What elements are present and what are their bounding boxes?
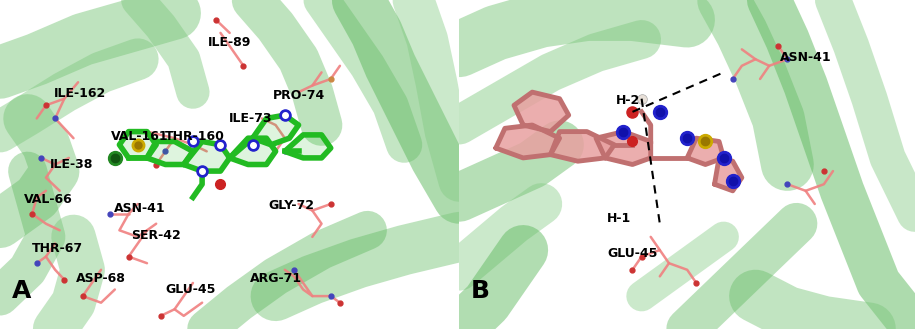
Text: A: A (12, 279, 31, 303)
Polygon shape (715, 158, 742, 191)
Text: SER-42: SER-42 (131, 229, 181, 242)
Text: PRO-74: PRO-74 (273, 89, 325, 102)
Text: ILE-73: ILE-73 (229, 112, 272, 125)
Text: THR-160: THR-160 (166, 130, 225, 143)
Text: ASN-41: ASN-41 (780, 51, 832, 64)
Polygon shape (514, 92, 569, 132)
Polygon shape (184, 141, 230, 171)
Polygon shape (147, 141, 193, 164)
Text: ASP-68: ASP-68 (76, 271, 126, 285)
Polygon shape (551, 132, 614, 161)
Text: ARG-71: ARG-71 (250, 271, 302, 285)
Text: H-2: H-2 (616, 94, 640, 107)
Polygon shape (687, 138, 724, 164)
Text: GLU-45: GLU-45 (608, 247, 658, 260)
Text: H-1: H-1 (607, 212, 631, 225)
Polygon shape (596, 132, 651, 164)
Text: VAL-66: VAL-66 (24, 192, 72, 206)
Text: GLU-45: GLU-45 (166, 283, 216, 296)
Text: ILE-162: ILE-162 (54, 87, 106, 100)
Text: ILE-38: ILE-38 (49, 158, 93, 171)
Polygon shape (496, 125, 560, 158)
Text: ILE-89: ILE-89 (208, 36, 252, 49)
Text: ASN-41: ASN-41 (114, 202, 166, 215)
Text: GLY-72: GLY-72 (269, 199, 315, 212)
Polygon shape (285, 135, 330, 158)
Text: THR-67: THR-67 (32, 242, 83, 255)
Text: B: B (470, 279, 490, 303)
Polygon shape (120, 132, 156, 158)
Polygon shape (230, 138, 275, 164)
Text: VAL-161: VAL-161 (112, 130, 169, 143)
Polygon shape (253, 115, 298, 145)
